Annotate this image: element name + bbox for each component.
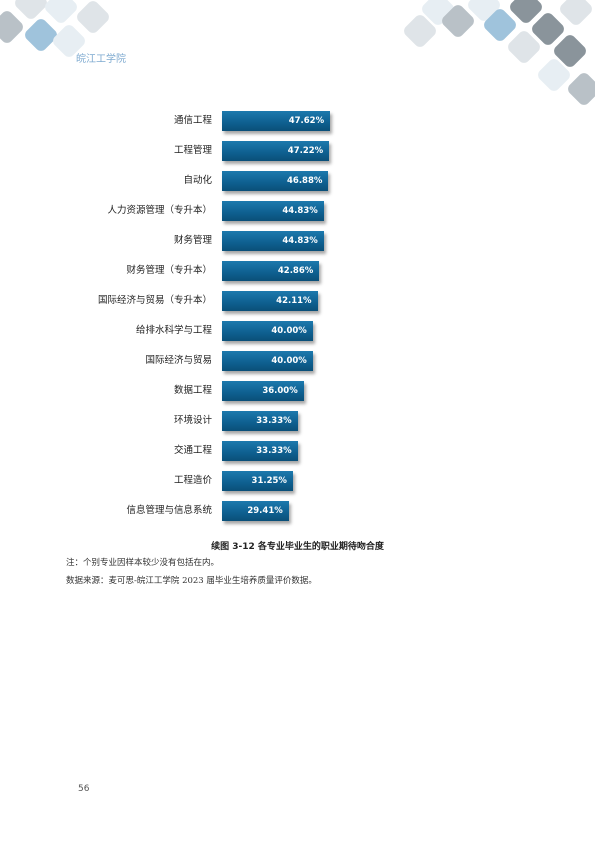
bar-label: 自动化 bbox=[183, 175, 212, 186]
bar-value-label: 44.83% bbox=[282, 236, 318, 246]
data-source: 数据来源：麦可思-皖江工学院 2023 届毕业生培养质量评价数据。 bbox=[66, 576, 317, 586]
bar bbox=[222, 231, 324, 251]
bar bbox=[222, 291, 318, 311]
bar-label: 国际经济与贸易 bbox=[145, 355, 212, 366]
bar-label: 数据工程 bbox=[173, 385, 212, 396]
bar-label: 财务管理（专升本） bbox=[126, 265, 212, 276]
bar-value-label: 36.00% bbox=[262, 386, 298, 396]
bar bbox=[222, 111, 331, 131]
bar-value-label: 33.33% bbox=[256, 416, 292, 426]
bar-value-label: 31.25% bbox=[251, 476, 287, 486]
bar-label: 财务管理 bbox=[173, 235, 212, 246]
bar-label: 环境设计 bbox=[173, 415, 212, 426]
bar bbox=[222, 501, 289, 521]
bar bbox=[222, 261, 320, 281]
bar-label: 人力资源管理（专升本） bbox=[107, 205, 212, 216]
bar-label: 给排水科学与工程 bbox=[135, 325, 212, 336]
bar bbox=[222, 171, 329, 191]
bar-label: 国际经济与贸易（专升本） bbox=[97, 295, 212, 306]
page-number: 56 bbox=[78, 784, 90, 794]
bar-value-label: 40.00% bbox=[271, 356, 307, 366]
bar bbox=[222, 351, 313, 371]
footnote: 注：个别专业因样本较少没有包括在内。 bbox=[66, 558, 220, 568]
bar-value-label: 33.33% bbox=[256, 446, 292, 456]
header-school-name: 皖江工学院 bbox=[76, 54, 126, 65]
bar bbox=[222, 471, 293, 491]
bar-label: 工程管理 bbox=[173, 145, 212, 156]
bar-value-label: 44.83% bbox=[282, 206, 318, 216]
chart-caption: 续图 3-12 各专业毕业生的职业期待吻合度 bbox=[211, 542, 384, 552]
bar-value-label: 29.41% bbox=[247, 506, 283, 516]
bar bbox=[222, 441, 298, 461]
bar-value-label: 40.00% bbox=[271, 326, 307, 336]
bar-label: 信息管理与信息系统 bbox=[126, 505, 212, 516]
bar-label: 交通工程 bbox=[173, 445, 212, 456]
bar-label: 工程造价 bbox=[173, 475, 212, 486]
bar bbox=[222, 381, 304, 401]
bar-value-label: 47.62% bbox=[288, 116, 325, 126]
bar bbox=[222, 411, 298, 431]
bar-value-label: 42.11% bbox=[276, 296, 312, 306]
bar-label: 通信工程 bbox=[173, 115, 212, 126]
bar bbox=[222, 321, 313, 341]
bar-value-label: 46.88% bbox=[287, 176, 323, 186]
bar-value-label: 42.86% bbox=[277, 266, 314, 276]
bar bbox=[222, 141, 330, 161]
bar bbox=[222, 201, 324, 221]
bar-value-label: 47.22% bbox=[287, 146, 324, 156]
